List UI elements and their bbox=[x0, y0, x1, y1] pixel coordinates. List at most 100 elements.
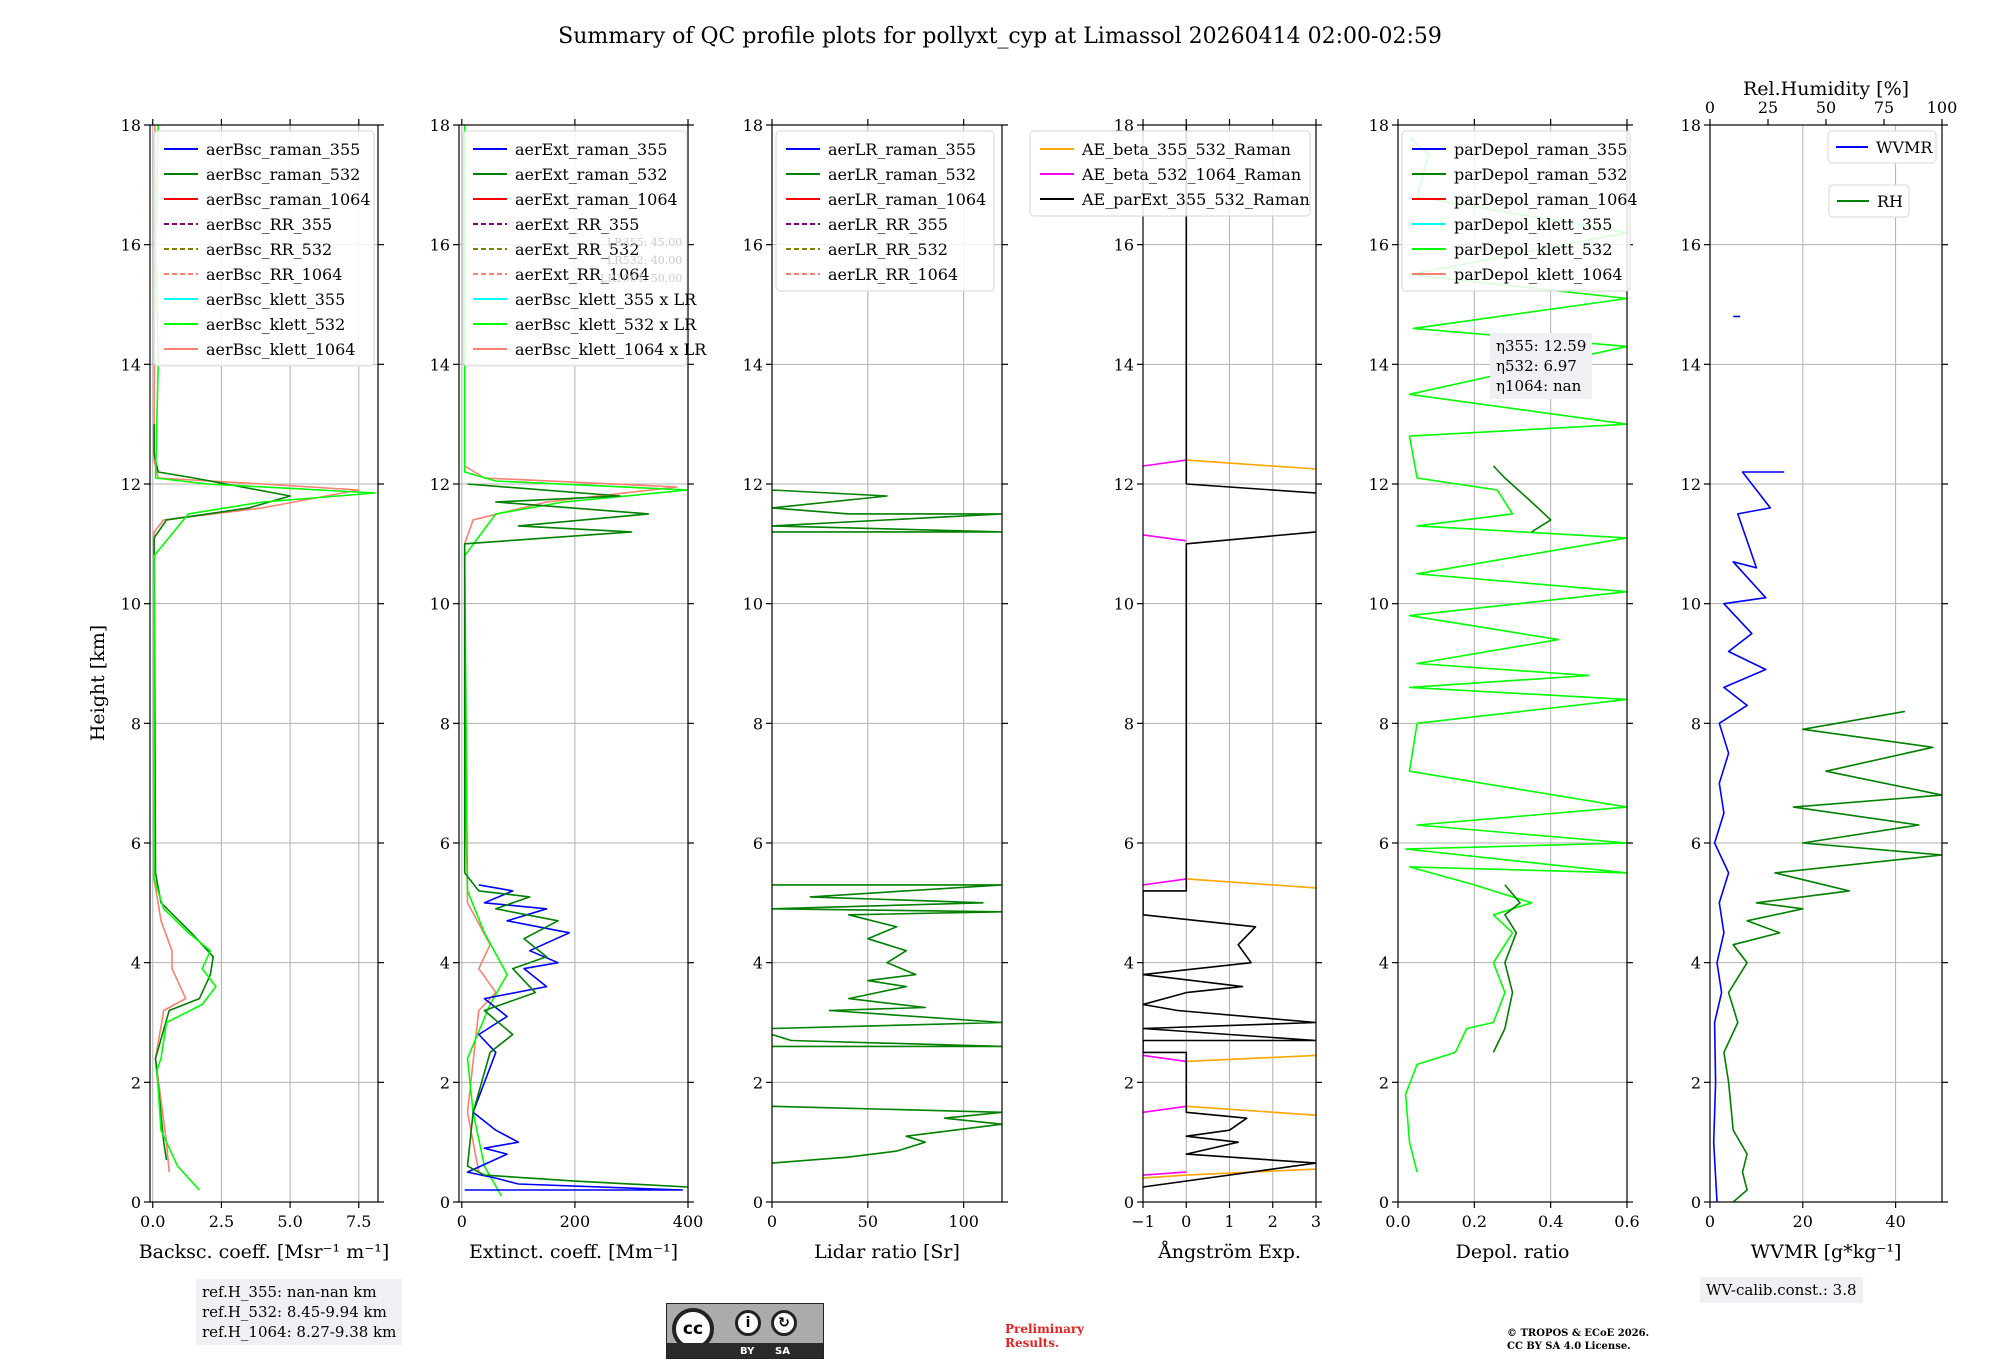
series-line-green-1 bbox=[772, 1105, 1002, 1164]
y-tick-label: 2 bbox=[753, 1073, 763, 1092]
y-tick-label: 16 bbox=[1681, 236, 1701, 255]
x-tick-label: 7.5 bbox=[346, 1212, 371, 1231]
legend-entry: aerExt_raman_355 bbox=[515, 140, 668, 159]
legend-entry: aerBsc_klett_355 x LR bbox=[515, 290, 697, 309]
y-tick-label: 0 bbox=[1691, 1193, 1701, 1212]
legend-entry: aerBsc_RR_1064 bbox=[206, 265, 342, 284]
legend-entry: aerExt_RR_532 bbox=[515, 240, 639, 259]
y-tick-label: 2 bbox=[1124, 1073, 1134, 1092]
series-line-magenta-6 bbox=[1143, 1171, 1187, 1176]
y-tick-label: 6 bbox=[1379, 834, 1389, 853]
x-axis-label: WVMR [g*kg⁻¹] bbox=[1751, 1241, 1902, 1263]
x-tick-label: 0 bbox=[767, 1212, 777, 1231]
legend-entry: aerBsc_raman_355 bbox=[206, 140, 360, 159]
legend-entry: aerBsc_RR_355 bbox=[206, 215, 332, 234]
y-tick-label: 16 bbox=[430, 236, 450, 255]
legend-entry: AE_beta_532_1064_Raman bbox=[1081, 165, 1301, 184]
y-axis-label: Height [km] bbox=[87, 625, 109, 741]
x-axis-label: Lidar ratio [Sr] bbox=[814, 1241, 960, 1263]
series-line-magenta-8 bbox=[1143, 1054, 1187, 1063]
top-x-tick-label: 75 bbox=[1874, 98, 1894, 117]
y-tick-label: 6 bbox=[440, 834, 450, 853]
x-tick-label: 0 bbox=[1705, 1212, 1715, 1231]
ref-h-355: ref.H_355: nan-nan km bbox=[202, 1283, 377, 1301]
series-line-green-3 bbox=[772, 884, 1002, 1030]
series-line-green-3 bbox=[1492, 465, 1552, 533]
axes-frame bbox=[1397, 124, 1628, 1203]
y-tick-label: 4 bbox=[131, 954, 141, 973]
legend-entry: parDepol_raman_532 bbox=[1454, 165, 1627, 184]
y-tick-label: 14 bbox=[1369, 355, 1389, 374]
series-line-orange-4 bbox=[1186, 878, 1316, 889]
y-tick-label: 18 bbox=[1681, 116, 1701, 135]
reference-height-box: ref.H_355: nan-nan km ref.H_532: 8.45-9.… bbox=[196, 1279, 403, 1345]
panel-3: 0 2 4 6 8 10 12 14 16 18 0 50 100 Lidar ratio [Sr] aer… bbox=[743, 116, 1008, 1263]
series-line-magenta-10 bbox=[1143, 534, 1187, 542]
legend-entry: aerBsc_klett_532 x LR bbox=[515, 315, 697, 334]
x-axis-label: Ångström Exp. bbox=[1157, 1241, 1301, 1263]
series-line-lime-3 bbox=[153, 125, 377, 1191]
y-tick-label: 14 bbox=[1681, 355, 1701, 374]
y-tick-label: 14 bbox=[1114, 355, 1134, 374]
legend: aerLR_raman_355 aerLR_raman_532 aerLR_rama… bbox=[775, 130, 995, 292]
y-tick-label: 8 bbox=[131, 714, 141, 733]
legend-box bbox=[1827, 130, 1937, 164]
figure-title: Summary of QC profile plots for pollyxt_… bbox=[558, 24, 1442, 49]
y-tick-label: 6 bbox=[1124, 834, 1134, 853]
panel-1: 0 2 4 6 8 10 12 14 16 18 0.0 2.5 5.0 7.5 Backsc. coeff… bbox=[121, 116, 390, 1263]
legend: parDepol_raman_355 parDepol_raman_532 parD… bbox=[1401, 130, 1638, 292]
cc-by-label: BY bbox=[740, 1346, 755, 1357]
y-tick-label: 6 bbox=[131, 834, 141, 853]
series-line-magenta-9 bbox=[1143, 878, 1187, 886]
x-tick-label: 5.0 bbox=[277, 1212, 302, 1231]
series-group bbox=[463, 125, 688, 1197]
y-tick-label: 10 bbox=[430, 595, 450, 614]
y-tick-label: 0 bbox=[753, 1193, 763, 1212]
legend-entry: aerLR_raman_532 bbox=[828, 165, 976, 184]
preliminary-line-2: Results. bbox=[1005, 1336, 1060, 1350]
legend-entry: aerBsc_raman_1064 bbox=[206, 190, 371, 209]
preliminary-results-note: Preliminary Results. bbox=[1005, 1322, 1084, 1350]
x-tick-label: 400 bbox=[673, 1212, 704, 1231]
legend-entry: parDepol_raman_355 bbox=[1454, 140, 1627, 159]
legend-entry: parDepol_raman_1064 bbox=[1454, 190, 1638, 209]
y-tick-label: 10 bbox=[1681, 595, 1701, 614]
series-line-green-2 bbox=[1492, 884, 1521, 1053]
y-tick-label: 18 bbox=[1369, 116, 1389, 135]
legend-entry: WVMR bbox=[1876, 138, 1933, 157]
series-line-orange-2 bbox=[1186, 1105, 1316, 1116]
legend-entry: aerBsc_klett_1064 bbox=[206, 340, 355, 359]
axes-frame bbox=[458, 124, 689, 1203]
y-tick-label: 16 bbox=[121, 236, 141, 255]
y-tick-label: 4 bbox=[1379, 954, 1389, 973]
copyright-line-2: CC BY SA 4.0 License. bbox=[1507, 1341, 1631, 1352]
series-group bbox=[772, 489, 1002, 1164]
copyright-line-1: © TROPOS & ECoE 2026. bbox=[1507, 1328, 1650, 1339]
series-line-magenta-7 bbox=[1143, 1105, 1187, 1114]
legend-entry: RH bbox=[1877, 192, 1903, 211]
x-tick-label: 100 bbox=[948, 1212, 979, 1231]
y-tick-label: 2 bbox=[1379, 1073, 1389, 1092]
legend: aerExt_raman_355 aerExt_raman_532 aerExt_r… bbox=[462, 130, 707, 367]
legend: aerBsc_raman_355 aerBsc_raman_532 aerBsc_r… bbox=[153, 130, 375, 367]
series-line-green-2 bbox=[153, 424, 291, 1161]
x-tick-label: 40 bbox=[1885, 1212, 1905, 1231]
legend-entry: aerBsc_klett_355 bbox=[206, 290, 345, 309]
y-tick-label: 0 bbox=[131, 1193, 141, 1212]
y-tick-label: 14 bbox=[430, 355, 450, 374]
ref-h-1064: ref.H_1064: 8.27-9.38 km bbox=[202, 1323, 397, 1341]
y-tick-label: 6 bbox=[1691, 834, 1701, 853]
x-axis-label: Backsc. coeff. [Msr⁻¹ m⁻¹] bbox=[139, 1241, 390, 1263]
preliminary-line-1: Preliminary bbox=[1005, 1322, 1085, 1336]
legend-entry: aerBsc_raman_532 bbox=[206, 165, 360, 184]
axes-frame bbox=[1709, 124, 1943, 1203]
eta-box: η355: 12.59 η532: 6.97 η1064: nan bbox=[1490, 333, 1593, 399]
y-tick-label: 10 bbox=[1369, 595, 1389, 614]
top-x-tick-label: 50 bbox=[1816, 98, 1836, 117]
series-group bbox=[1712, 315, 1942, 1202]
y-tick-label: 18 bbox=[743, 116, 763, 135]
cc-license-logo: cc i ↻ BY SA bbox=[666, 1303, 824, 1359]
y-tick-label: 4 bbox=[440, 954, 450, 973]
legend-entry: aerBsc_klett_1064 x LR bbox=[515, 340, 707, 359]
legend-box bbox=[153, 130, 375, 367]
